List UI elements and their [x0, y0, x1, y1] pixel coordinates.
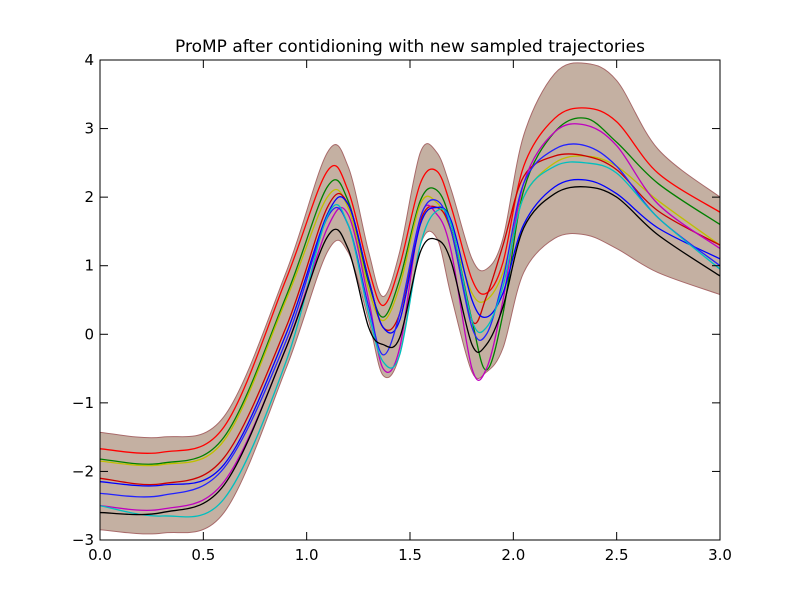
y-tick-label: 4 — [84, 51, 94, 69]
x-tick-label: 1.0 — [295, 546, 319, 564]
y-tick-label: 0 — [84, 325, 94, 343]
chart-title: ProMP after contidioning with new sample… — [175, 37, 645, 57]
trajectory-line-2 — [100, 117, 720, 465]
x-tick-label: 0.5 — [191, 546, 215, 564]
plot-area — [100, 62, 720, 535]
y-tick-label: 1 — [84, 257, 94, 275]
trajectory-line-3 — [100, 155, 720, 467]
x-tick-label: 0.0 — [88, 546, 112, 564]
trajectory-line-8 — [100, 161, 720, 518]
y-tick-label: −2 — [72, 462, 94, 480]
x-tick-label: 3.0 — [708, 546, 732, 564]
y-tick-label: −1 — [72, 394, 94, 412]
trajectory-line-6 — [100, 178, 720, 487]
x-tick-label: 2.0 — [501, 546, 525, 564]
y-tick-label: 3 — [84, 120, 94, 138]
y-tick-label: 2 — [84, 188, 94, 206]
y-tick-label: −3 — [72, 531, 94, 549]
x-tick-label: 1.5 — [398, 546, 422, 564]
axis-ticks: 0.0 0.5 1.0 1.5 2.0 2.5 3.0 −3 −2 −1 0 1 2 3 4 — [72, 51, 732, 564]
trajectory-line-7 — [100, 143, 720, 498]
trajectory-line-9 — [100, 186, 720, 516]
x-tick-label: 2.5 — [605, 546, 629, 564]
trajectory-line-1 — [100, 107, 720, 454]
